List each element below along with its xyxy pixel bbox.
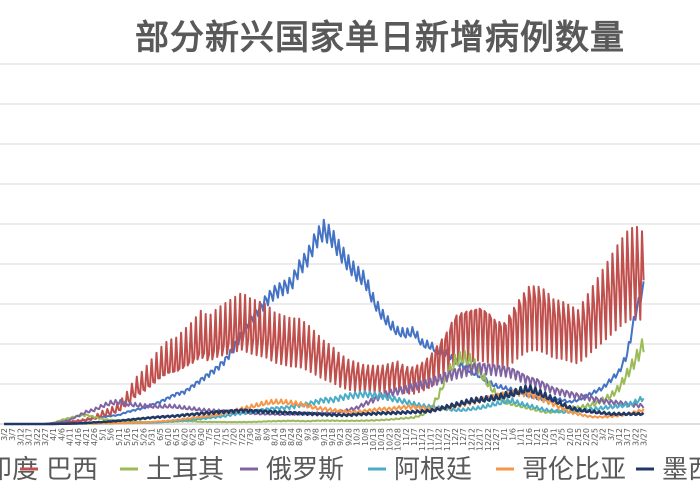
x-tick-label: 1/26 <box>541 428 550 446</box>
x-tick-label: 2/10 <box>566 428 575 446</box>
x-tick-label: 1/6 <box>508 428 517 441</box>
x-tick-label: 1/16 <box>525 428 534 446</box>
x-tick-label: 8/14 <box>271 428 280 446</box>
x-tick-label: 8/19 <box>279 428 288 446</box>
series-lines <box>4 218 645 426</box>
series-line-2 <box>4 338 645 425</box>
x-tick-label: 1/21 <box>533 428 542 446</box>
x-tick-label: 1/31 <box>549 428 558 446</box>
x-tick-label: 9/3 <box>303 428 312 441</box>
x-tick-label: 11/2 <box>402 428 411 446</box>
x-tick-label: 7/25 <box>238 428 247 446</box>
x-tick-label: 10/18 <box>377 428 386 451</box>
x-tick-label: 3/7 <box>8 428 17 441</box>
x-tick-label: 3/2 <box>599 428 608 441</box>
x-tick-label: 9/13 <box>320 428 329 446</box>
x-tick-label: 12/27 <box>492 428 501 451</box>
x-tick-label: 1/1 <box>500 428 509 441</box>
x-tick-label: 8/9 <box>262 428 271 441</box>
x-tick-label: 4/11 <box>66 428 75 446</box>
x-tick-label: 4/26 <box>90 428 99 446</box>
x-tick-label: 11/17 <box>426 428 435 451</box>
x-tick-label: 12/2 <box>451 428 460 446</box>
x-tick-label: 5/6 <box>107 428 116 441</box>
x-tick-label: 4/1 <box>49 428 58 441</box>
x-tick-label: 3/22 <box>631 428 640 446</box>
x-tick-label: 4/21 <box>82 428 91 446</box>
x-tick-label: 3/12 <box>16 428 25 446</box>
x-tick-label: 5/11 <box>115 428 124 446</box>
x-tick-label: 9/18 <box>328 428 337 446</box>
x-tick-label: 4/16 <box>74 428 83 446</box>
legend: 印度巴西土耳其俄罗斯阿根廷哥伦比亚墨西哥 <box>0 455 700 485</box>
x-tick-label: 3/17 <box>623 428 632 446</box>
legend-label: 阿根廷 <box>394 455 472 485</box>
x-tick-label: 8/4 <box>254 428 263 441</box>
x-tick-label: 10/13 <box>369 428 378 451</box>
x-tick-label: 5/16 <box>123 428 132 446</box>
x-tick-label: 5/21 <box>131 428 140 446</box>
x-axis-ticks: 3/2 3/7 3/12 3/17 3/22 3/27 4/1 4/6 4/11 4/16 4/21… <box>0 428 649 451</box>
x-tick-label: 3/27 <box>41 428 50 446</box>
x-tick-label: 11/22 <box>435 428 444 451</box>
x-tick-label: 3/17 <box>25 428 34 446</box>
x-tick-label: 6/10 <box>164 428 173 446</box>
x-tick-label: 5/31 <box>148 428 157 446</box>
gridlines <box>0 63 700 425</box>
x-tick-label: 7/30 <box>246 428 255 446</box>
x-tick-label: 3/2 <box>0 428 9 441</box>
legend-label: 哥伦比亚 <box>522 455 626 485</box>
x-tick-label: 6/30 <box>197 428 206 446</box>
x-tick-label: 7/10 <box>213 428 222 446</box>
x-tick-label: 5/26 <box>139 428 148 446</box>
legend-label: 俄罗斯 <box>266 455 344 485</box>
series-line-0 <box>4 218 645 425</box>
x-tick-label: 9/28 <box>344 428 353 446</box>
series-line-6 <box>4 384 645 426</box>
x-tick-label: 10/3 <box>353 428 362 446</box>
series-line-1 <box>4 225 645 425</box>
x-tick-label: 4/6 <box>57 428 66 441</box>
x-tick-label: 9/23 <box>336 428 345 446</box>
x-tick-label: 2/5 <box>558 428 567 441</box>
x-tick-label: 2/25 <box>590 428 599 446</box>
x-tick-label: 7/5 <box>205 428 214 441</box>
legend-label: 墨西哥 <box>662 455 700 485</box>
x-tick-label: 12/17 <box>476 428 485 451</box>
x-tick-label: 10/23 <box>385 428 394 451</box>
x-tick-label: 6/20 <box>180 428 189 446</box>
x-tick-label: 2/20 <box>582 428 591 446</box>
x-tick-label: 7/20 <box>230 428 239 446</box>
x-tick-label: 8/29 <box>295 428 304 446</box>
x-tick-label: 6/15 <box>172 428 181 446</box>
x-tick-label: 10/28 <box>394 428 403 451</box>
legend-label: 土耳其 <box>146 455 224 485</box>
x-tick-label: 1/11 <box>517 428 526 446</box>
legend-label: 巴西 <box>46 455 98 485</box>
x-tick-label: 12/12 <box>467 428 476 451</box>
x-tick-label: 11/12 <box>418 428 427 451</box>
x-tick-label: 10/8 <box>361 428 370 446</box>
x-tick-label: 8/24 <box>287 428 296 446</box>
x-tick-label: 6/5 <box>156 428 165 441</box>
x-tick-label: 5/1 <box>98 428 107 441</box>
x-tick-label: 3/27 <box>640 428 649 446</box>
x-tick-label: 2/15 <box>574 428 583 446</box>
x-tick-label: 3/7 <box>607 428 616 441</box>
x-tick-label: 9/8 <box>312 428 321 441</box>
x-tick-label: 12/22 <box>484 428 493 451</box>
x-tick-label: 3/12 <box>615 428 624 446</box>
x-tick-label: 3/22 <box>33 428 42 446</box>
chart-title: 部分新兴国家单日新增病例数量 <box>135 18 625 58</box>
x-tick-label: 12/7 <box>459 428 468 446</box>
x-tick-label: 11/7 <box>410 428 419 446</box>
x-tick-label: 6/25 <box>189 428 198 446</box>
x-tick-label: 7/15 <box>221 428 230 446</box>
x-tick-label: 11/27 <box>443 428 452 451</box>
